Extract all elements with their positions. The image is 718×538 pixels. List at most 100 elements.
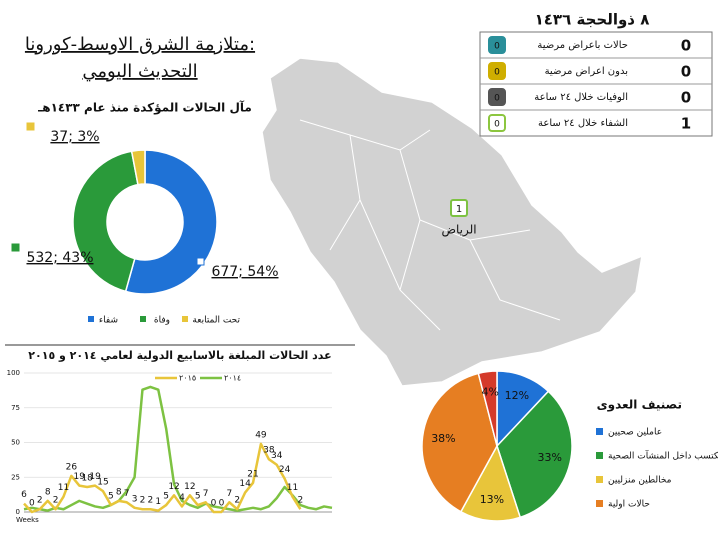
data-label: 7 xyxy=(203,489,209,499)
legend-swatch xyxy=(182,316,188,322)
data-label: 2 xyxy=(53,496,59,506)
city-label: الرياض xyxy=(441,223,476,238)
legend-swatch xyxy=(596,500,603,507)
data-label: 2 xyxy=(147,496,153,506)
title-line: متلازمة الشرق الاوسط-كورونا: xyxy=(25,34,255,55)
y-tick-label: 100 xyxy=(7,369,20,377)
value-label: 37; 3% xyxy=(50,129,99,145)
data-label: 2 xyxy=(234,496,240,506)
data-label: 26 xyxy=(66,462,78,472)
data-label: 2 xyxy=(140,496,146,506)
title-line: التحديث اليومي xyxy=(82,61,197,82)
value-label: 4% xyxy=(482,385,499,398)
data-label: 12 xyxy=(184,482,195,492)
chart-title: عدد الحالات المبلغة بالاسابيع الدولية لع… xyxy=(28,349,331,362)
data-label: 15 xyxy=(97,478,108,488)
map-marker: 1 الرياض xyxy=(441,199,477,238)
data-label: 11 xyxy=(287,483,298,493)
slice xyxy=(130,149,146,186)
status-value: 0 xyxy=(681,89,691,107)
data-label: 0 xyxy=(211,499,217,509)
status-icon xyxy=(488,114,506,132)
data-label: 8 xyxy=(116,487,122,497)
series-line xyxy=(23,442,302,514)
data-label: 5 xyxy=(108,492,114,502)
status-label: بدون اعراض مرضية xyxy=(545,66,628,77)
status-value: 1 xyxy=(681,115,691,133)
data-label: 5 xyxy=(163,492,169,502)
marker-box xyxy=(450,199,468,217)
value-label: 12% xyxy=(505,389,529,402)
status-icon-label: 0 xyxy=(494,120,500,130)
data-label: 3 xyxy=(132,494,138,504)
status-icon-label: 0 xyxy=(494,42,500,52)
marker-label: 1 xyxy=(456,204,462,215)
data-label: 2 xyxy=(298,496,304,506)
data-label: 14 xyxy=(239,479,251,489)
legend-swatch xyxy=(88,316,94,322)
y-tick-label: 25 xyxy=(11,473,20,481)
legend-swatch xyxy=(596,476,603,483)
value-label: 38% xyxy=(431,432,455,445)
data-label: 38 xyxy=(263,446,275,456)
label-swatch xyxy=(11,243,20,252)
legend-swatch xyxy=(140,316,146,322)
value-label: 33% xyxy=(537,451,561,464)
value-label: 677; 54% xyxy=(211,264,278,280)
slice xyxy=(421,372,498,513)
data-label: 49 xyxy=(255,430,267,440)
data-label: 8 xyxy=(45,487,51,497)
data-label: 12 xyxy=(168,482,179,492)
data-label: 24 xyxy=(279,465,291,475)
data-label: 7 xyxy=(226,489,232,499)
data-label: 19 xyxy=(89,472,101,482)
y-tick-label: 75 xyxy=(11,404,20,412)
slice xyxy=(124,149,218,295)
data-label: 4 xyxy=(179,493,185,503)
slice xyxy=(459,444,522,522)
legend-label: تحت المتابعة xyxy=(192,316,240,326)
legend-label: وفاة xyxy=(154,316,170,326)
data-label: 0 xyxy=(29,499,35,509)
slice xyxy=(72,150,139,293)
legend-label: حالات اولية xyxy=(608,500,650,510)
chart-title: تصنيف العدوى xyxy=(597,398,682,413)
status-label: الوفيات خلال ٢٤ ساعة xyxy=(534,92,628,103)
status-label: الشفاء خلال ٢٤ ساعة xyxy=(538,118,628,129)
x-axis-label: Weeks xyxy=(16,516,39,524)
value-label: 532; 43% xyxy=(26,250,93,266)
status-value: 0 xyxy=(681,63,691,81)
data-label: 34 xyxy=(271,451,283,461)
legend-label: ٢٠١٤ xyxy=(224,374,241,383)
label-swatch xyxy=(26,122,35,131)
chart-title: مآل الحالات المؤكدة منذ عام ١٤٣٣هـ xyxy=(37,100,252,116)
series-line xyxy=(23,385,333,512)
value-label: 13% xyxy=(480,493,504,506)
y-tick-label: 50 xyxy=(11,439,20,447)
y-tick-label: 0 xyxy=(16,508,20,516)
data-label: 2 xyxy=(37,496,43,506)
status-value: 0 xyxy=(681,37,691,55)
data-label: 11 xyxy=(58,483,69,493)
legend-label: مخالطين منزليين xyxy=(608,476,672,486)
data-label: 19 xyxy=(74,472,86,482)
legend-label: شفاء xyxy=(99,316,118,326)
slice xyxy=(496,390,573,519)
data-label: 0 xyxy=(219,499,225,509)
data-label: 18 xyxy=(81,473,93,483)
status-icon xyxy=(488,36,506,54)
status-icon-label: 0 xyxy=(494,94,500,104)
data-label: 7 xyxy=(124,489,130,499)
data-label: 1 xyxy=(155,497,161,507)
legend-label: مكتسب داخل المنشآت الصحية xyxy=(608,450,718,462)
status-icon xyxy=(488,62,506,80)
status-icon xyxy=(488,88,506,106)
data-label: 21 xyxy=(247,469,258,479)
legend-swatch xyxy=(596,428,603,435)
data-label: 5 xyxy=(195,492,201,502)
status-label: حالات باعراض مرضية xyxy=(537,40,628,51)
legend-label: ٢٠١٥ xyxy=(179,374,196,383)
map-borders xyxy=(299,119,561,331)
